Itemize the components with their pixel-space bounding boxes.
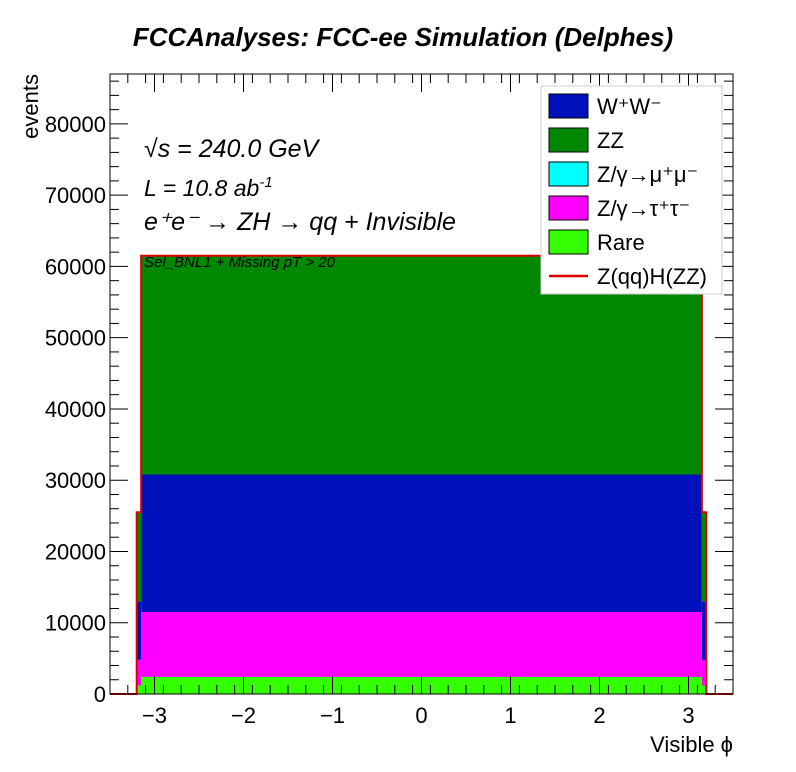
legend-swatch [548,229,589,255]
axes: −3 −2 −1 0 1 2 3 0 10000 20000 30000 40000 50000 6000… [45,74,734,728]
y-tick-label: 40000 [45,397,106,422]
legend-swatch [548,93,589,119]
y-tick-label: 70000 [45,183,106,208]
y-tick-label: 0 [94,682,106,707]
legend-swatch [548,127,589,153]
bar-3-2 [141,474,702,613]
legend-label: ZZ [597,128,624,153]
legend-label: Z/γ→μ⁺μ⁻ [597,162,698,187]
x-tick-label: 2 [593,703,605,728]
x-tick-label: −3 [142,703,167,728]
y-tick-label: 30000 [45,468,106,493]
bar-3-3 [701,601,707,660]
bar-1-1 [136,659,142,686]
process-annotation: e⁺e⁻ → ZH → qq + Invisible [144,208,456,236]
y-tick-label: 10000 [45,611,106,636]
y-tick-label: 80000 [45,112,106,137]
y-tick-label: 50000 [45,326,106,351]
legend-label: Rare [597,230,645,255]
y-axis-label: events [18,74,43,139]
lumi-exponent: -1 [259,174,272,191]
legend-label: Z(qq)H(ZZ) [597,264,707,289]
sqrt-s-annotation: √s = 240.0 GeV [144,135,321,163]
bar-0-1 [136,685,142,694]
y-tick-label: 60000 [45,254,106,279]
signal-histogram [110,254,733,695]
legend-label: W⁺W⁻ [597,94,662,119]
legend-swatch [548,161,589,187]
x-tick-label: −1 [320,703,345,728]
legend-swatch [548,195,589,221]
x-tick-label: 1 [504,703,516,728]
bar-3-1 [136,601,142,660]
bar-4-3 [701,512,707,602]
legend-box [540,85,723,295]
legend: W⁺W⁻ ZZ Z/γ→μ⁺μ⁻ Z/γ→τ⁺τ⁻ Rare Z(qq)H(ZZ) [540,85,723,295]
x-tick-label: 3 [682,703,694,728]
histogram-stack [136,255,707,694]
bar-4-1 [136,512,142,602]
lumi-text: L = 10.8 ab [144,175,260,201]
bar-1-3 [701,659,707,686]
x-axis-label: Visible ϕ [650,732,733,757]
bar-0-3 [701,685,707,694]
x-tick-label: −2 [231,703,256,728]
signal-line [110,254,733,695]
chart-title: FCCAnalyses: FCC-ee Simulation (Delphes) [133,22,673,52]
selection-annotation: Sel_BNL1 + Missing pT > 20 [144,254,336,271]
legend-label: Z/γ→τ⁺τ⁻ [597,196,690,221]
bar-1-2 [141,612,702,677]
y-tick-label: 20000 [45,539,106,564]
x-tick-label: 0 [415,703,427,728]
luminosity-annotation: L = 10.8 ab-1 [144,174,273,201]
